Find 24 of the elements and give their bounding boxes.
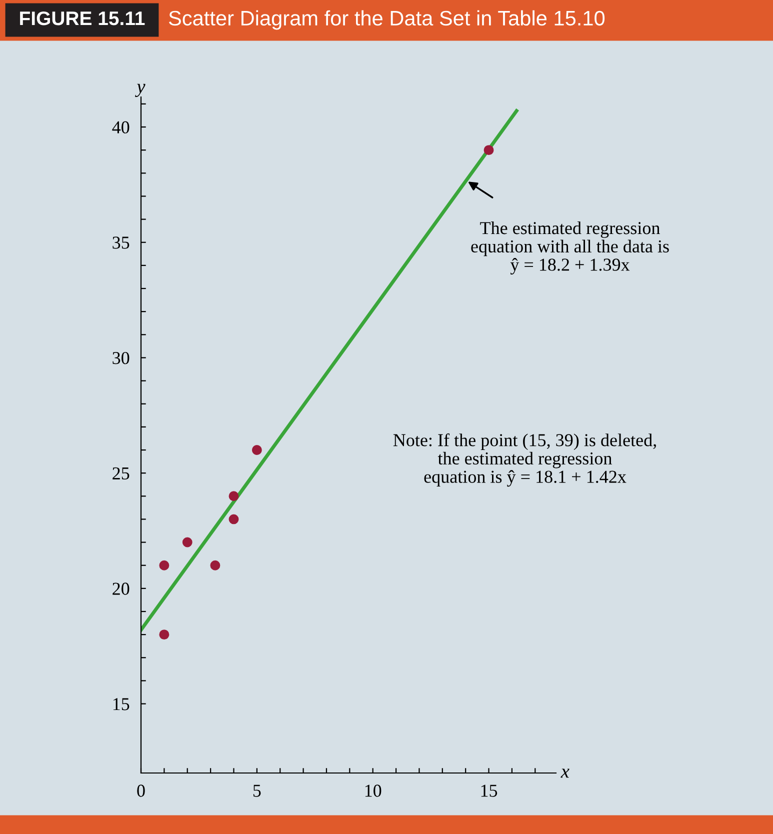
chart-title: Scatter Diagram for the Data Set in Table 15.10 xyxy=(168,10,605,30)
point xyxy=(228,514,239,524)
point xyxy=(182,537,192,548)
y-tick-label: 25 xyxy=(112,467,130,480)
x-tick-label: 5 xyxy=(253,784,261,797)
x-tick-label: 10 xyxy=(365,784,382,797)
point xyxy=(159,560,170,570)
x-axis-title: x xyxy=(560,768,570,778)
point xyxy=(210,560,220,570)
annotation: Note: If the point (15, 39) is deleted, the estimated regression equation is ŷ = 18.1 + 1.42x xyxy=(393,433,656,487)
y-tick-label: 40 xyxy=(112,121,130,134)
point xyxy=(159,630,170,640)
point xyxy=(228,491,239,502)
x-tick-label: 15 xyxy=(481,784,498,797)
y-tick-label: 30 xyxy=(112,352,130,364)
y-axis-title: y xyxy=(135,84,146,97)
y-tick-label: 15 xyxy=(113,698,130,710)
y-tick-label: 20 xyxy=(112,582,130,595)
point xyxy=(252,445,262,455)
point xyxy=(484,145,494,156)
chart-subtitle: FIGURE 15.11 xyxy=(20,11,145,26)
annotation: The estimated regression equation with all the data is ŷ = 18.2 + 1.39x xyxy=(471,221,669,275)
y-tick-label: 35 xyxy=(112,236,130,249)
x-tick-label: 0 xyxy=(137,784,145,797)
